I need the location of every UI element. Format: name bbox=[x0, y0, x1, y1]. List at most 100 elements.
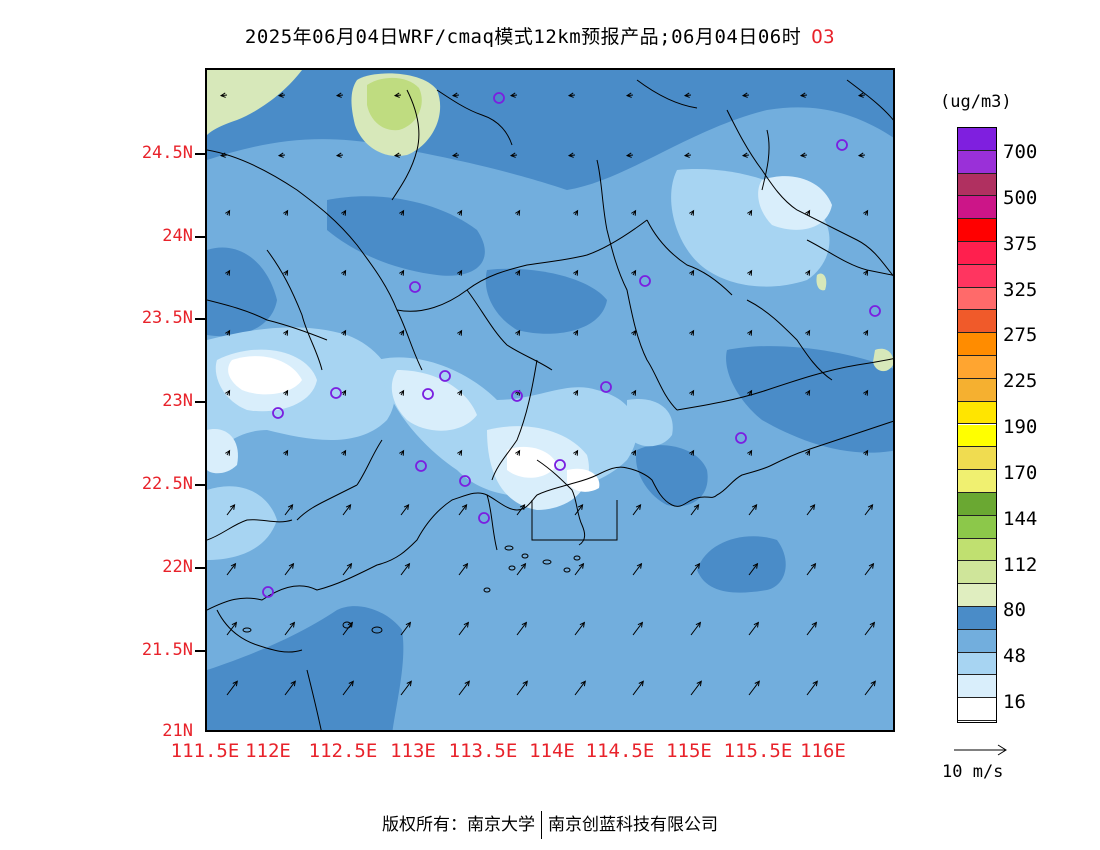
wind-arrow bbox=[342, 504, 351, 516]
wind-arrow-head bbox=[283, 329, 289, 336]
wind-arrow-head bbox=[573, 449, 579, 456]
wind-arrow-head bbox=[747, 389, 753, 396]
wind-arrow-head bbox=[399, 269, 405, 276]
wind-arrow-head bbox=[515, 329, 521, 336]
wind-arrow-head bbox=[747, 449, 753, 456]
wind-arrow-head bbox=[689, 329, 695, 336]
wind-arrow-head bbox=[752, 562, 759, 569]
colorbar-segment bbox=[958, 584, 996, 607]
x-tick-label: 112E bbox=[245, 740, 291, 762]
colorbar-label: 190 bbox=[1003, 416, 1038, 438]
wind-arrow-head bbox=[573, 209, 579, 216]
wind-arrow bbox=[806, 680, 818, 696]
o3-zone-lightest bbox=[758, 176, 832, 230]
wind-arrow-head bbox=[747, 329, 753, 336]
wind-arrow-head bbox=[393, 152, 400, 158]
wind-arrow-head bbox=[335, 92, 342, 98]
wind-arrow-head bbox=[689, 269, 695, 276]
wind-arrow-head bbox=[751, 504, 758, 510]
colorbar-segment bbox=[958, 561, 996, 585]
wind-arrow-head bbox=[625, 92, 632, 98]
wind-arrow-head bbox=[637, 621, 644, 628]
wind-arrow bbox=[748, 680, 760, 696]
wind-arrow-head bbox=[232, 680, 238, 687]
colorbar-label: 375 bbox=[1003, 233, 1038, 255]
wind-arrow bbox=[400, 563, 410, 576]
wind-arrow-head bbox=[747, 209, 753, 216]
title-species: O3 bbox=[811, 26, 836, 48]
wind-arrow-head bbox=[451, 92, 458, 98]
wind-arrow bbox=[574, 563, 584, 576]
wind-arrow bbox=[516, 504, 525, 516]
colorbar-segment bbox=[958, 470, 996, 493]
y-tick-label: 23N bbox=[162, 391, 193, 411]
wind-arrow-head bbox=[747, 269, 753, 276]
y-tick-label: 24N bbox=[162, 226, 193, 246]
wind-arrow-head bbox=[805, 389, 811, 396]
o3-zone-dark bbox=[485, 268, 607, 334]
o3-zone-light bbox=[627, 399, 673, 447]
wind-arrow bbox=[574, 504, 583, 516]
wind-arrow-head bbox=[799, 92, 806, 98]
wind-arrow-head bbox=[341, 269, 347, 276]
map-svg bbox=[207, 70, 893, 730]
wind-arrow-head bbox=[225, 329, 231, 336]
wind-arrow bbox=[806, 563, 816, 576]
footer-company: 南京创蓝科技有限公司 bbox=[548, 815, 718, 835]
wind-arrow bbox=[632, 504, 641, 516]
wind-arrow-head bbox=[863, 269, 869, 276]
wind-arrow-head bbox=[695, 621, 702, 628]
wind-arrow-head bbox=[509, 152, 516, 158]
wind-arrow-head bbox=[219, 92, 226, 98]
x-tick-label: 113.5E bbox=[448, 740, 518, 762]
wind-arrow bbox=[284, 622, 295, 636]
colorbar-segment bbox=[958, 492, 996, 516]
wind-arrow-head bbox=[635, 504, 642, 510]
wind-arrow-head bbox=[341, 449, 347, 456]
wind-arrow bbox=[226, 680, 238, 696]
x-tick-label: 114E bbox=[529, 740, 575, 762]
wind-arrow-head bbox=[277, 152, 284, 158]
wind-arrow-head bbox=[573, 329, 579, 336]
wind-arrow-head bbox=[579, 621, 586, 628]
y-tick-label: 21.5N bbox=[141, 640, 193, 660]
wind-arrow bbox=[864, 622, 875, 636]
wind-arrow-head bbox=[631, 269, 637, 276]
wind-arrow-head bbox=[461, 504, 468, 510]
x-tick-label: 116E bbox=[800, 740, 846, 762]
wind-arrow-head bbox=[689, 389, 695, 396]
wind-arrow-head bbox=[857, 152, 864, 158]
wind-arrow-head bbox=[457, 449, 463, 456]
wind-arrow-head bbox=[868, 562, 875, 569]
station-marker bbox=[478, 512, 490, 524]
wind-arrow bbox=[284, 504, 293, 516]
o3-zone-lightest bbox=[207, 429, 238, 474]
colorbar-label: 48 bbox=[1003, 645, 1026, 667]
wind-arrow-head bbox=[229, 504, 236, 510]
colorbar-label: 144 bbox=[1003, 508, 1038, 530]
wind-arrow-head bbox=[341, 209, 347, 216]
station-marker bbox=[600, 381, 612, 393]
o3-zone-dark bbox=[327, 196, 485, 276]
wind-arrow-head bbox=[288, 562, 295, 569]
wind-arrow-head bbox=[457, 389, 463, 396]
wind-arrow-head bbox=[805, 269, 811, 276]
wind-arrow-head bbox=[404, 562, 411, 569]
wind-arrow-head bbox=[863, 209, 869, 216]
wind-arrow-head bbox=[811, 621, 818, 628]
wind-arrow-head bbox=[870, 680, 876, 687]
wind-arrow bbox=[516, 680, 528, 696]
wind-arrow bbox=[226, 622, 237, 636]
colorbar-segment bbox=[958, 424, 996, 448]
colorbar-segment bbox=[958, 196, 996, 220]
colorbar-label: 275 bbox=[1003, 324, 1038, 346]
wind-arrow-head bbox=[805, 449, 811, 456]
map-panel[interactable] bbox=[205, 68, 895, 732]
station-marker bbox=[554, 459, 566, 471]
colorbar-segment bbox=[958, 629, 996, 653]
colorbar-segment bbox=[958, 401, 996, 425]
wind-arrow bbox=[690, 680, 702, 696]
wind-arrow-head bbox=[341, 389, 347, 396]
wind-arrow-head bbox=[399, 449, 405, 456]
wind-arrow bbox=[342, 563, 352, 576]
